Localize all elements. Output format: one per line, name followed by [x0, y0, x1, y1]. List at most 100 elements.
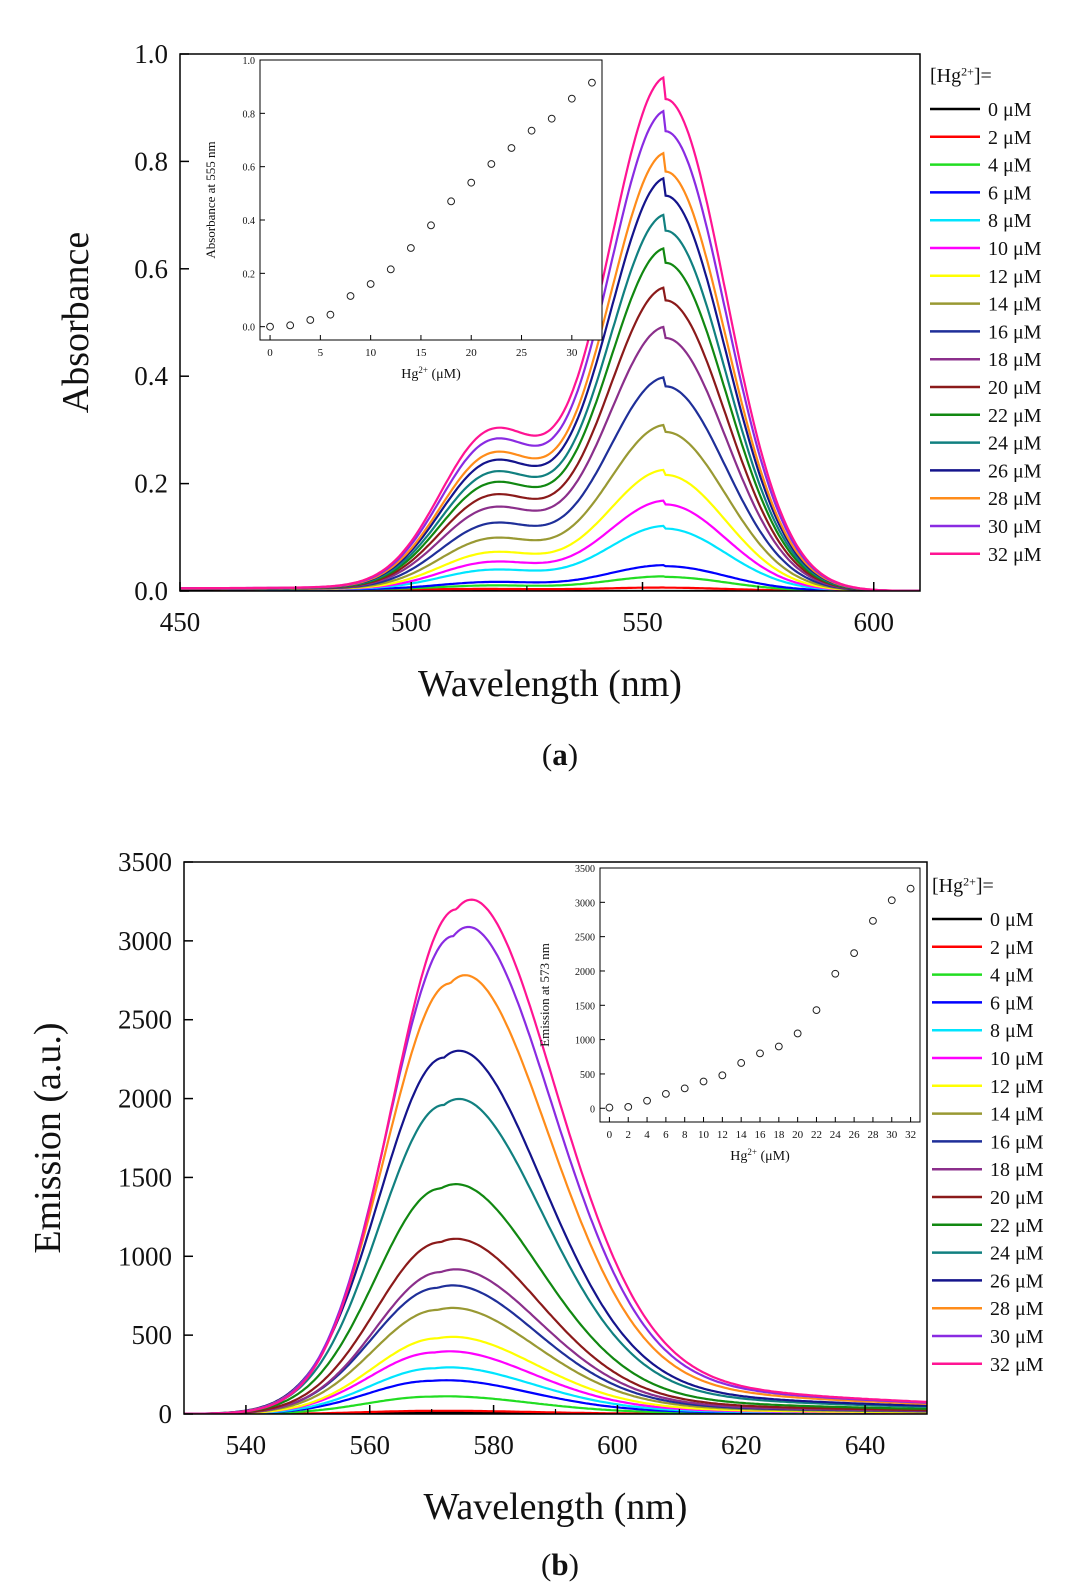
inset-data-point [624, 1102, 633, 1111]
y-tick-label: 1500 [118, 1162, 172, 1192]
series-line-32-μM [184, 898, 927, 1414]
inset-x-tick-label: 18 [773, 1129, 785, 1141]
legend-label: 2 μM [990, 937, 1034, 959]
legend-label: 24 μM [988, 433, 1042, 455]
panel_a-inset-chart: 0 5 10 15 20 25 30 0.0 0.2 0.4 0.6 0.8 1.0 Hg2+ (μM) A… [203, 56, 603, 382]
series-line-32-μM [180, 75, 920, 591]
inset-data-point [887, 896, 896, 905]
legend-label: 4 μM [990, 965, 1034, 987]
inset-data-point [527, 126, 536, 135]
panel_b-caption: (b) [541, 1547, 579, 1582]
inset-x-tick-label: 25 [516, 347, 528, 359]
inset-x-tick-label: 5 [318, 347, 324, 359]
inset-y-tick-label: 1500 [575, 1001, 595, 1012]
legend-label: 32 μM [988, 544, 1042, 566]
inset-x-tick-label: 30 [886, 1129, 898, 1141]
legend-label: 28 μM [990, 1298, 1044, 1320]
legend-title: [Hg2+]= [932, 874, 994, 897]
inset-data-point [447, 197, 456, 206]
y-tick-label: 0 [159, 1399, 173, 1429]
inset-x-tick-label: 10 [698, 1129, 710, 1141]
inset-data-point [427, 221, 435, 230]
inset-x-tick-label: 8 [682, 1129, 688, 1141]
legend-label: 26 μM [988, 460, 1042, 482]
legend-label: 32 μM [990, 1354, 1044, 1376]
inset-data-point [588, 78, 596, 87]
legend-label: 6 μM [990, 992, 1034, 1014]
inset-data-point [366, 280, 375, 288]
panel_a-main-chart: 450 500 550 600 0.0 0.2 0.4 0.6 0.8 1.0 Wavelength… [55, 39, 1042, 705]
inset-data-point [869, 916, 877, 925]
inset-data-point [547, 114, 556, 123]
inset-data-point [306, 316, 315, 324]
panel_b-main-chart: 540 560 580 600 620 6400500100015002000250030… [27, 847, 1044, 1528]
inset-x-tick-label: 26 [849, 1129, 861, 1141]
inset-y-tick-label: 0.2 [243, 269, 256, 280]
x-tick-label: 620 [721, 1430, 762, 1460]
inset-x-tick-label: 28 [867, 1129, 879, 1141]
x-tick-label: 560 [350, 1430, 391, 1460]
inset-y-tick-label: 0.6 [243, 163, 256, 174]
legend-label: 18 μM [988, 349, 1042, 371]
inset-data-point [774, 1042, 783, 1051]
inset-y-axis-label: Emission at 573 nm [537, 943, 552, 1047]
y-tick-label: 500 [132, 1320, 173, 1350]
legend-label: 0 μM [988, 99, 1032, 121]
x-axis-label: Wavelength (nm) [424, 1486, 688, 1528]
legend-label: 16 μM [988, 321, 1042, 343]
inset-x-tick-label: 0 [607, 1129, 613, 1141]
inset-x-tick-label: 2 [625, 1129, 631, 1141]
inset-x-tick-label: 30 [566, 347, 578, 359]
panel_b-inset-chart: 0 2 4 6 8 10 12 14 16 18 20 22 24 26 28 30 3205001000150… [537, 864, 921, 1164]
inset-x-tick-label: 10 [365, 347, 377, 359]
inset-x-tick-label: 6 [663, 1129, 669, 1141]
inset-data-point [850, 949, 859, 958]
inset-y-tick-label: 1000 [575, 1036, 595, 1047]
y-tick-label: 3500 [118, 847, 172, 877]
inset-y-tick-label: 2000 [575, 967, 595, 978]
inset-data-point [507, 144, 516, 152]
inset-y-tick-label: 0.4 [243, 216, 256, 227]
y-tick-label: 1.0 [134, 39, 168, 69]
legend-label: 8 μM [990, 1020, 1034, 1042]
inset-y-tick-label: 0.8 [243, 109, 256, 120]
x-tick-label: 640 [845, 1430, 886, 1460]
inset-x-tick-label: 15 [415, 347, 427, 359]
y-tick-label: 0.4 [134, 361, 168, 391]
y-axis-label: Emission (a.u.) [27, 1022, 69, 1253]
legend-label: 8 μM [988, 210, 1032, 232]
inset-x-tick-label: 16 [755, 1129, 767, 1141]
legend-label: 12 μM [988, 266, 1042, 288]
y-tick-label: 0.0 [134, 576, 168, 606]
y-tick-label: 3000 [118, 926, 172, 956]
y-tick-label: 2500 [118, 1005, 172, 1035]
series-line-20-μM [184, 1237, 927, 1414]
inset-y-tick-label: 0 [590, 1104, 595, 1115]
legend-label: 2 μM [988, 127, 1032, 149]
inset-data-point [718, 1071, 727, 1080]
legend-label: 28 μM [988, 488, 1042, 510]
x-tick-label: 450 [160, 607, 201, 637]
legend-title: [Hg2+]= [930, 64, 992, 87]
y-axis-label: Absorbance [55, 232, 97, 413]
panel_a-plot-frame [179, 53, 921, 592]
inset-data-point [699, 1077, 708, 1086]
inset-data-point [266, 322, 274, 331]
inset-x-tick-label: 14 [736, 1129, 748, 1141]
series-line-24-μM [184, 1097, 927, 1414]
inset-x-tick-label: 12 [717, 1129, 728, 1141]
inset-data-point [346, 292, 355, 300]
legend-label: 12 μM [990, 1076, 1044, 1098]
legend-label: 26 μM [990, 1270, 1044, 1292]
series-line-30-μM [184, 925, 927, 1414]
x-tick-label: 540 [226, 1430, 267, 1460]
x-axis-label: Wavelength (nm) [418, 663, 682, 705]
legend-label: 14 μM [990, 1104, 1044, 1126]
legend-label: 16 μM [990, 1131, 1044, 1153]
inset-data-point [406, 244, 415, 252]
panel_a-caption: (a) [542, 737, 578, 772]
inset-data-point [567, 94, 576, 103]
inset-y-tick-label: 1.0 [243, 56, 256, 67]
inset-x-tick-label: 22 [811, 1129, 822, 1141]
